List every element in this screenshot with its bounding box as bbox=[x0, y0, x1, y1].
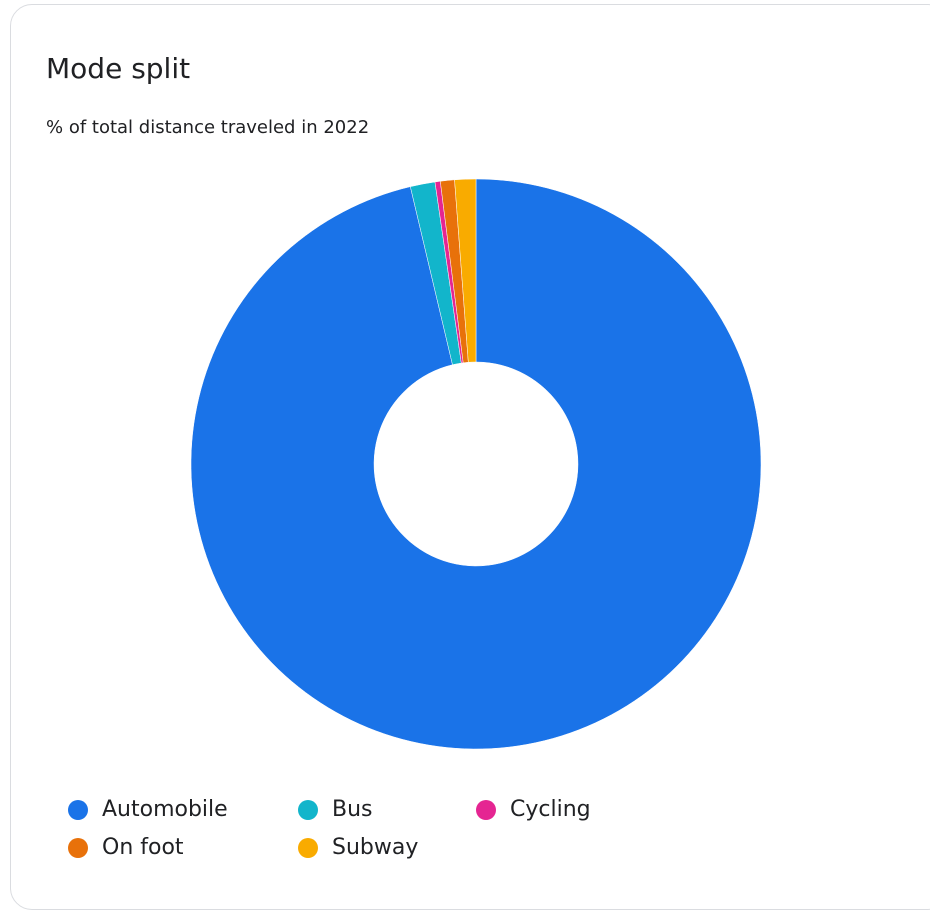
legend-swatch bbox=[68, 800, 88, 820]
legend-label: Subway bbox=[332, 835, 418, 860]
legend-swatch bbox=[298, 800, 318, 820]
legend-swatch bbox=[68, 838, 88, 858]
legend-label: Automobile bbox=[102, 797, 228, 822]
legend-swatch bbox=[298, 838, 318, 858]
legend-label: Bus bbox=[332, 797, 373, 822]
legend-label: On foot bbox=[102, 835, 184, 860]
legend-label: Cycling bbox=[510, 797, 591, 822]
chart-title: Mode split bbox=[46, 52, 190, 85]
chart-subtitle: % of total distance traveled in 2022 bbox=[46, 117, 369, 138]
legend-swatch bbox=[476, 800, 496, 820]
donut-slice bbox=[190, 178, 762, 750]
card bbox=[10, 4, 930, 910]
donut-slice bbox=[454, 178, 477, 363]
